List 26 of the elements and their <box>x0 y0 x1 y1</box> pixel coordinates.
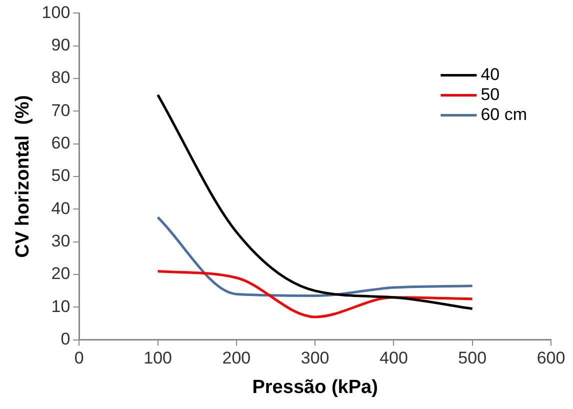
y-tick-label: 70 <box>51 100 70 120</box>
y-tick-label: 20 <box>51 264 70 284</box>
y-tick-label: 100 <box>42 2 70 22</box>
legend-label: 50 <box>480 84 500 104</box>
x-tick-label: 500 <box>458 348 487 368</box>
legend-label: 60 cm <box>480 104 528 124</box>
x-tick-label: 100 <box>144 348 172 368</box>
legend-label: 40 <box>480 64 500 84</box>
y-axis-title: CV horizontal (%) <box>12 95 34 258</box>
y-tick-label: 10 <box>51 296 70 316</box>
x-tick-label: 300 <box>300 348 330 368</box>
line-series <box>156 270 474 318</box>
y-tick-label: 90 <box>51 36 70 55</box>
x-tick-label: 400 <box>380 348 408 368</box>
y-tick-label: 80 <box>51 68 70 88</box>
y-tick-label: 0 <box>60 329 70 348</box>
y-tick-label: 40 <box>51 198 70 218</box>
x-tick-label: 600 <box>536 348 566 368</box>
line-series <box>156 216 474 297</box>
x-axis-title: Pressão (kPa) <box>252 376 378 398</box>
y-tick-label: 30 <box>51 232 70 251</box>
x-tick-label: 200 <box>222 348 251 368</box>
line-series <box>156 94 474 310</box>
x-tick-label: 0 <box>74 348 84 368</box>
y-tick-label: 50 <box>51 166 70 186</box>
y-tick-label: 60 <box>51 134 70 153</box>
